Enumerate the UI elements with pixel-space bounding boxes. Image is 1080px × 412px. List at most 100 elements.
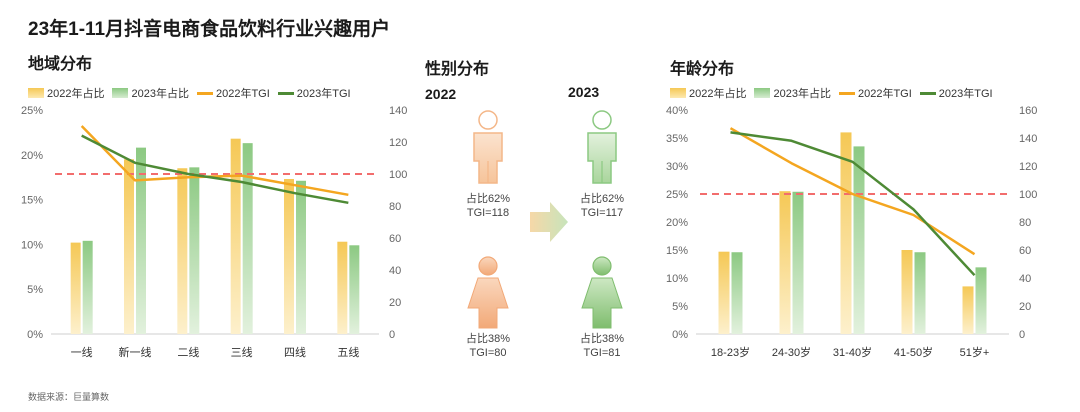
age-right-tick: 60 <box>1019 245 1031 257</box>
male-icon-2022 <box>473 110 503 184</box>
age-bar-2023 <box>975 267 987 334</box>
region-bar-2022 <box>230 138 241 334</box>
age-category-label: 24-30岁 <box>772 345 811 359</box>
female-2022-share: 占比38% <box>465 333 511 345</box>
region-category-label: 一线 <box>71 345 93 359</box>
female-icon-2023 <box>581 256 623 329</box>
region-category-label: 二线 <box>177 345 199 359</box>
legend-2022-tgi: 2022年TGI <box>838 85 912 101</box>
age-tgi-2023-line <box>730 131 976 277</box>
age-legend: 2022年占比 2023年占比 2022年TGI 2023年TGI <box>670 85 993 101</box>
region-title: 地域分布 <box>28 56 93 73</box>
region-bar-2022 <box>177 168 188 334</box>
age-left-tick: 35% <box>666 133 688 145</box>
region-category-label: 四线 <box>284 345 306 359</box>
region-right-tick: 40 <box>389 265 401 277</box>
region-left-tick: 15% <box>21 195 43 207</box>
male-2023-share: 占比62% <box>579 193 625 205</box>
region-category-label: 三线 <box>231 345 253 359</box>
region-bar-2023 <box>296 180 306 334</box>
age-left-tick: 15% <box>666 245 688 257</box>
region-bar-2022 <box>124 159 134 334</box>
male-icon-2023 <box>587 110 617 184</box>
age-left-tick: 5% <box>672 301 688 313</box>
male-2022-share: 占比62% <box>465 193 511 205</box>
region-left-tick: 20% <box>21 150 43 162</box>
region-bar-2023 <box>242 143 253 334</box>
gender-year-2023: 2023 <box>568 84 600 100</box>
age-right-tick: 100 <box>1019 189 1037 201</box>
male-2023-stat: 占比62% TGI=117 <box>562 192 642 220</box>
female-2023-tgi: TGI=81 <box>583 347 621 359</box>
region-bar-2023 <box>82 240 93 334</box>
age-bar-2022 <box>779 191 791 334</box>
region-bar-2023 <box>349 245 360 334</box>
age-bar-2023 <box>731 252 743 334</box>
region-left-tick: 25% <box>21 105 43 117</box>
region-tgi-2023-line <box>81 134 349 205</box>
age-category-label: 51岁+ <box>960 345 990 359</box>
female-2022-tgi: TGI=80 <box>469 347 507 359</box>
region-bar-2023 <box>189 167 200 334</box>
legend-2023-tgi: 2023年TGI <box>277 85 351 101</box>
region-right-tick: 120 <box>389 137 407 149</box>
age-right-tick: 120 <box>1019 161 1037 173</box>
age-bar-2022 <box>962 286 974 334</box>
region-left-tick: 10% <box>21 239 43 251</box>
data-source: 数据来源：巨量算数 <box>28 392 110 402</box>
female-2023-stat: 占比38% TGI=81 <box>562 332 642 360</box>
age-left-tick: 0% <box>672 329 688 341</box>
age-right-tick: 20 <box>1019 301 1031 313</box>
female-icon-2022 <box>467 256 509 329</box>
age-right-tick: 140 <box>1019 133 1037 145</box>
female-2022-stat: 占比38% TGI=80 <box>448 332 528 360</box>
page-title: 23年1-11月抖音电商食品饮料行业兴趣用户 <box>28 19 391 40</box>
age-left-tick: 20% <box>666 217 688 229</box>
gender-title: 性别分布 <box>425 61 490 78</box>
region-bar-2022 <box>284 178 294 334</box>
legend-2023-share: 2023年占比 <box>112 85 189 101</box>
age-category-label: 31-40岁 <box>833 345 872 359</box>
age-bar-2022 <box>901 250 913 334</box>
age-title: 年龄分布 <box>670 61 735 78</box>
region-right-tick: 140 <box>389 105 407 117</box>
age-right-tick: 160 <box>1019 105 1037 117</box>
male-2022-stat: 占比62% TGI=118 <box>448 192 528 220</box>
age-left-tick: 40% <box>666 105 688 117</box>
gender-year-2022: 2022 <box>425 86 457 102</box>
age-right-tick: 0 <box>1019 329 1025 341</box>
region-bar-2023 <box>136 147 146 334</box>
legend-2022-tgi: 2022年TGI <box>196 85 270 101</box>
age-bar-2023 <box>792 191 804 334</box>
female-2023-share: 占比38% <box>579 333 625 345</box>
age-bar-2023 <box>914 252 926 334</box>
age-bar-2022 <box>840 132 852 334</box>
male-2022-tgi: TGI=118 <box>466 207 510 219</box>
age-category-label: 41-50岁 <box>894 345 933 359</box>
region-category-label: 五线 <box>337 345 359 359</box>
region-right-tick: 0 <box>389 329 395 341</box>
age-right-tick: 40 <box>1019 273 1031 285</box>
region-right-tick: 80 <box>389 201 401 213</box>
legend-2022-share: 2022年占比 <box>28 85 104 101</box>
legend-2023-share: 2023年占比 <box>754 85 831 101</box>
age-left-tick: 25% <box>666 189 688 201</box>
region-tgi-2022-line <box>80 125 349 197</box>
region-left-tick: 5% <box>27 284 43 296</box>
legend-2022-share: 2022年占比 <box>670 85 746 101</box>
arrow-icon <box>530 202 568 242</box>
age-tgi-2022-line <box>729 127 976 256</box>
region-left-tick: 0% <box>27 329 43 341</box>
male-2023-tgi: TGI=117 <box>580 207 624 219</box>
age-right-tick: 80 <box>1019 217 1031 229</box>
region-category-label: 新一线 <box>119 345 152 359</box>
legend-2023-tgi: 2023年TGI <box>919 85 993 101</box>
age-left-tick: 10% <box>666 273 688 285</box>
age-left-tick: 30% <box>666 161 688 173</box>
age-category-label: 18-23岁 <box>711 345 750 359</box>
region-bar-2022 <box>337 241 348 334</box>
age-bar-2023 <box>853 146 865 334</box>
